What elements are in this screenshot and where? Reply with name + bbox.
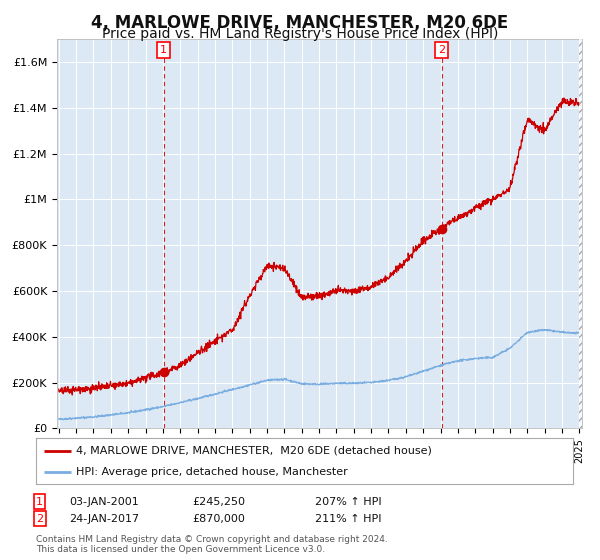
- Text: 207% ↑ HPI: 207% ↑ HPI: [315, 497, 382, 507]
- Text: This data is licensed under the Open Government Licence v3.0.: This data is licensed under the Open Gov…: [36, 545, 325, 554]
- Text: £870,000: £870,000: [192, 514, 245, 524]
- Text: Contains HM Land Registry data © Crown copyright and database right 2024.: Contains HM Land Registry data © Crown c…: [36, 535, 388, 544]
- Text: 24-JAN-2017: 24-JAN-2017: [69, 514, 139, 524]
- Text: 4, MARLOWE DRIVE, MANCHESTER,  M20 6DE (detached house): 4, MARLOWE DRIVE, MANCHESTER, M20 6DE (d…: [76, 446, 432, 456]
- Text: 2: 2: [36, 514, 43, 524]
- Text: HPI: Average price, detached house, Manchester: HPI: Average price, detached house, Manc…: [76, 467, 348, 477]
- Text: £245,250: £245,250: [192, 497, 245, 507]
- Text: 211% ↑ HPI: 211% ↑ HPI: [315, 514, 382, 524]
- Bar: [580, 39, 582, 428]
- Text: 2: 2: [438, 45, 445, 55]
- Text: 1: 1: [36, 497, 43, 507]
- Text: Price paid vs. HM Land Registry's House Price Index (HPI): Price paid vs. HM Land Registry's House …: [102, 27, 498, 41]
- Text: 1: 1: [160, 45, 167, 55]
- Text: 03-JAN-2001: 03-JAN-2001: [69, 497, 139, 507]
- Text: 4, MARLOWE DRIVE, MANCHESTER, M20 6DE: 4, MARLOWE DRIVE, MANCHESTER, M20 6DE: [91, 14, 509, 32]
